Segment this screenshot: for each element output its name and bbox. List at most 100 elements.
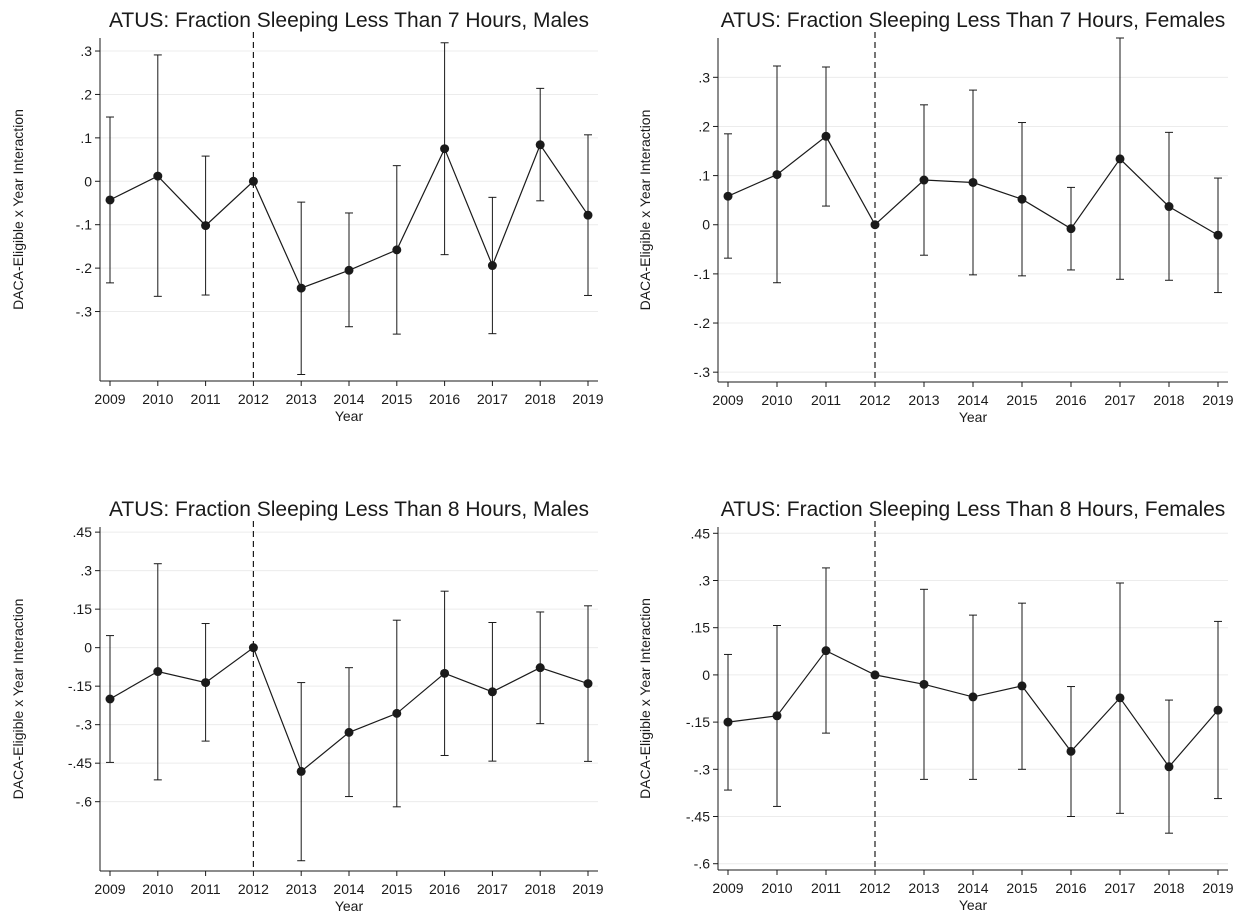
- data-point: [870, 670, 880, 680]
- y-tick-label: -.3: [694, 364, 711, 380]
- x-tick-label: 2011: [811, 392, 841, 408]
- data-point: [723, 717, 733, 727]
- y-tick-label: -.1: [76, 217, 93, 233]
- data-point: [968, 692, 978, 702]
- y-tick-label: -.15: [68, 678, 92, 694]
- data-point: [440, 144, 450, 154]
- y-tick-label: .1: [698, 168, 710, 184]
- x-axis-label: Year: [959, 409, 988, 425]
- data-point: [296, 283, 306, 293]
- chart-title: ATUS: Fraction Sleeping Less Than 7 Hour…: [109, 9, 589, 32]
- x-tick-label: 2017: [1104, 880, 1135, 896]
- x-tick-label: 2015: [381, 391, 412, 407]
- x-tick-label: 2017: [1104, 392, 1135, 408]
- y-axis-label: DACA-Eligible x Year Interaction: [637, 110, 653, 311]
- x-tick-label: 2012: [859, 880, 890, 896]
- data-point: [535, 140, 545, 150]
- x-tick-label: 2014: [333, 391, 364, 407]
- data-point: [487, 687, 497, 697]
- x-axis-label: Year: [335, 408, 364, 424]
- y-tick-label: .45: [691, 525, 711, 541]
- x-tick-label: 2009: [712, 880, 743, 896]
- chart-panel-males-8h: .45 .3 .15 0 -.15 -.3 -.45 -.6 2009 2010 2011 2012 2…: [0, 456, 627, 912]
- x-tick-label: 2016: [429, 391, 460, 407]
- data-point: [772, 170, 782, 180]
- x-tick-label: 2019: [572, 391, 603, 407]
- y-axis-label: DACA-Eligible x Year Interaction: [637, 598, 653, 799]
- data-point: [821, 646, 831, 656]
- x-tick-label: 2013: [286, 391, 317, 407]
- x-tick-label: 2009: [94, 881, 125, 897]
- y-tick-label: 0: [702, 217, 710, 233]
- y-tick-label: .3: [698, 572, 710, 588]
- chart-panel-females-8h: .45 .3 .15 0 -.15 -.3 -.45 -.6 2009 2010 2011 2012 2…: [627, 456, 1254, 912]
- data-point: [248, 176, 258, 186]
- x-tick-label: 2014: [333, 881, 364, 897]
- x-tick-label: 2017: [477, 881, 508, 897]
- x-tick-label: 2013: [908, 880, 939, 896]
- x-tick-label: 2016: [429, 881, 460, 897]
- y-tick-label: 0: [84, 173, 92, 189]
- y-tick-label: .1: [80, 130, 92, 146]
- y-tick-label: .45: [73, 524, 93, 540]
- y-tick-label: -.6: [694, 856, 711, 872]
- data-point: [344, 727, 354, 737]
- data-point: [535, 663, 545, 673]
- data-point: [583, 210, 593, 220]
- data-point: [1017, 681, 1027, 691]
- x-tick-label: 2015: [1006, 880, 1037, 896]
- x-tick-label: 2018: [525, 391, 556, 407]
- data-point: [870, 220, 880, 230]
- data-point: [105, 195, 115, 205]
- x-tick-label: 2018: [525, 881, 556, 897]
- data-point: [392, 708, 402, 718]
- chart-panel-females-7h: .3 .2 .1 0 -.1 -.2 -.3 2009 2010 2011 2012 2013 2014…: [627, 0, 1254, 456]
- data-point: [344, 265, 354, 275]
- data-point: [1213, 705, 1223, 715]
- x-axis-label: Year: [335, 898, 364, 912]
- data-point: [772, 711, 782, 721]
- x-tick-label: 2014: [957, 880, 988, 896]
- y-tick-label: -.1: [694, 266, 711, 282]
- x-tick-label: 2012: [859, 392, 890, 408]
- y-tick-label: -.3: [76, 717, 93, 733]
- data-point: [201, 221, 211, 231]
- data-point: [1066, 224, 1076, 234]
- y-tick-label: -.3: [694, 761, 711, 777]
- data-point: [1213, 230, 1223, 240]
- data-point: [1017, 194, 1027, 204]
- data-point: [105, 694, 115, 704]
- data-point: [919, 175, 929, 185]
- data-point: [583, 679, 593, 689]
- data-point: [1164, 762, 1174, 772]
- y-axis-label: DACA-Eligible x Year Interaction: [10, 109, 26, 310]
- x-tick-label: 2018: [1153, 880, 1184, 896]
- x-tick-label: 2016: [1055, 880, 1086, 896]
- data-point: [919, 679, 929, 689]
- x-tick-label: 2011: [811, 880, 841, 896]
- x-tick-label: 2010: [142, 391, 173, 407]
- x-tick-label: 2012: [238, 881, 269, 897]
- y-tick-label: .2: [698, 118, 710, 134]
- data-point: [1115, 154, 1125, 164]
- x-axis-label: Year: [959, 897, 988, 912]
- x-tick-label: 2019: [1202, 880, 1233, 896]
- data-point: [153, 667, 163, 677]
- data-point: [296, 766, 306, 776]
- x-tick-label: 2019: [1202, 392, 1233, 408]
- y-tick-label: .15: [691, 620, 711, 636]
- x-tick-label: 2011: [191, 391, 221, 407]
- y-tick-label: .3: [80, 43, 92, 59]
- y-axis-label: DACA-Eligible x Year Interaction: [10, 599, 26, 800]
- data-point: [392, 245, 402, 255]
- y-tick-label: -.2: [76, 260, 93, 276]
- chart-title: ATUS: Fraction Sleeping Less Than 8 Hour…: [109, 498, 589, 521]
- y-tick-label: 0: [84, 640, 92, 656]
- data-point: [1115, 693, 1125, 703]
- x-tick-label: 2010: [761, 880, 792, 896]
- y-tick-label: -.45: [686, 809, 710, 825]
